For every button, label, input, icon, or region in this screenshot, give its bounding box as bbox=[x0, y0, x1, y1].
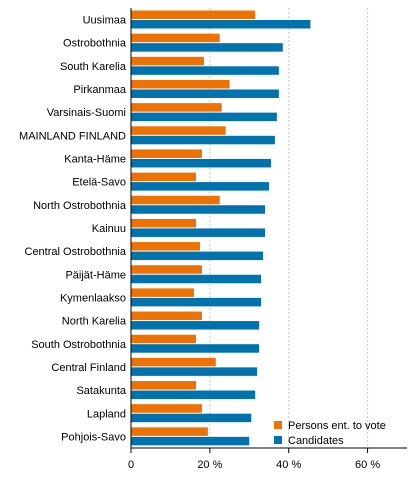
bar-candidates-10 bbox=[131, 251, 264, 261]
bar-persons-12 bbox=[131, 288, 195, 297]
bar-persons-3 bbox=[131, 79, 230, 89]
category-label-17: Lapland bbox=[87, 408, 126, 420]
category-label-11: Päijät-Häme bbox=[65, 269, 126, 281]
category-label-3: Pirkanmaa bbox=[73, 84, 126, 96]
bar-candidates-14 bbox=[131, 344, 260, 353]
bar-candidates-12 bbox=[131, 297, 262, 307]
bar-persons-5 bbox=[131, 126, 226, 135]
bar-persons-9 bbox=[131, 218, 197, 228]
bar-candidates-1 bbox=[131, 43, 283, 52]
category-label-1: Ostrobothnia bbox=[63, 38, 127, 50]
bar-persons-18 bbox=[131, 427, 208, 436]
category-label-16: Satakunta bbox=[76, 385, 126, 397]
category-label-5: MAINLAND FINLAND bbox=[19, 130, 126, 142]
category-label-13: North Karelia bbox=[62, 316, 127, 328]
bar-persons-13 bbox=[131, 311, 202, 321]
legend-label-1: Candidates bbox=[288, 435, 344, 447]
bar-persons-11 bbox=[131, 265, 202, 274]
legend: Persons ent. to vote Candidates bbox=[274, 420, 386, 447]
bar-candidates-4 bbox=[131, 112, 277, 122]
x-tick-label-2: 40 % bbox=[276, 459, 301, 471]
bars bbox=[131, 10, 311, 446]
bar-candidates-0 bbox=[131, 20, 311, 29]
x-axis: 0 20 % 40 % 60 % bbox=[128, 8, 407, 471]
bar-candidates-3 bbox=[131, 89, 279, 98]
bar-candidates-16 bbox=[131, 390, 256, 400]
category-label-18: Pohjois-Savo bbox=[61, 431, 126, 443]
category-label-10: Central Ostrobothnia bbox=[25, 246, 127, 258]
bar-candidates-6 bbox=[131, 158, 271, 168]
bar-candidates-11 bbox=[131, 274, 262, 284]
x-tick-label-1: 20 % bbox=[197, 459, 222, 471]
category-label-7: Etelä-Savo bbox=[72, 177, 126, 189]
bar-persons-7 bbox=[131, 172, 197, 182]
bar-persons-0 bbox=[131, 10, 256, 19]
x-tick-label-3: 60 % bbox=[355, 459, 380, 471]
bar-persons-17 bbox=[131, 404, 202, 413]
bar-persons-6 bbox=[131, 149, 202, 158]
legend-swatch-1 bbox=[274, 436, 282, 444]
bar-candidates-2 bbox=[131, 66, 279, 75]
bar-persons-8 bbox=[131, 195, 220, 205]
x-tick-label-0: 0 bbox=[128, 459, 134, 471]
category-label-15: Central Finland bbox=[51, 362, 126, 374]
category-label-0: Uusimaa bbox=[83, 15, 127, 27]
bar-persons-4 bbox=[131, 103, 222, 112]
category-label-4: Varsinais-Suomi bbox=[47, 107, 126, 119]
bar-persons-2 bbox=[131, 56, 204, 66]
category-labels: Uusimaa Ostrobothnia South Karelia Pirkanma… bbox=[19, 15, 127, 444]
bar-candidates-5 bbox=[131, 135, 275, 145]
bar-persons-10 bbox=[131, 242, 200, 251]
category-label-12: Kymenlaakso bbox=[60, 292, 126, 304]
bar-persons-16 bbox=[131, 381, 197, 390]
category-label-6: Kanta-Häme bbox=[64, 154, 126, 166]
category-label-9: Kainuu bbox=[92, 223, 126, 235]
bar-candidates-13 bbox=[131, 321, 260, 330]
bar-persons-14 bbox=[131, 334, 197, 344]
legend-label-0: Persons ent. to vote bbox=[288, 420, 386, 432]
category-label-2: South Karelia bbox=[60, 61, 127, 73]
bar-candidates-15 bbox=[131, 367, 258, 376]
bar-persons-1 bbox=[131, 33, 220, 43]
category-label-8: North Ostrobothnia bbox=[33, 200, 127, 212]
bar-persons-15 bbox=[131, 357, 216, 367]
bar-candidates-8 bbox=[131, 205, 266, 214]
legend-swatch-0 bbox=[274, 421, 282, 429]
category-label-14: South Ostrobothnia bbox=[31, 339, 127, 351]
bar-candidates-7 bbox=[131, 182, 269, 191]
bar-candidates-9 bbox=[131, 228, 266, 237]
bar-candidates-17 bbox=[131, 413, 252, 423]
bar-candidates-18 bbox=[131, 436, 250, 446]
